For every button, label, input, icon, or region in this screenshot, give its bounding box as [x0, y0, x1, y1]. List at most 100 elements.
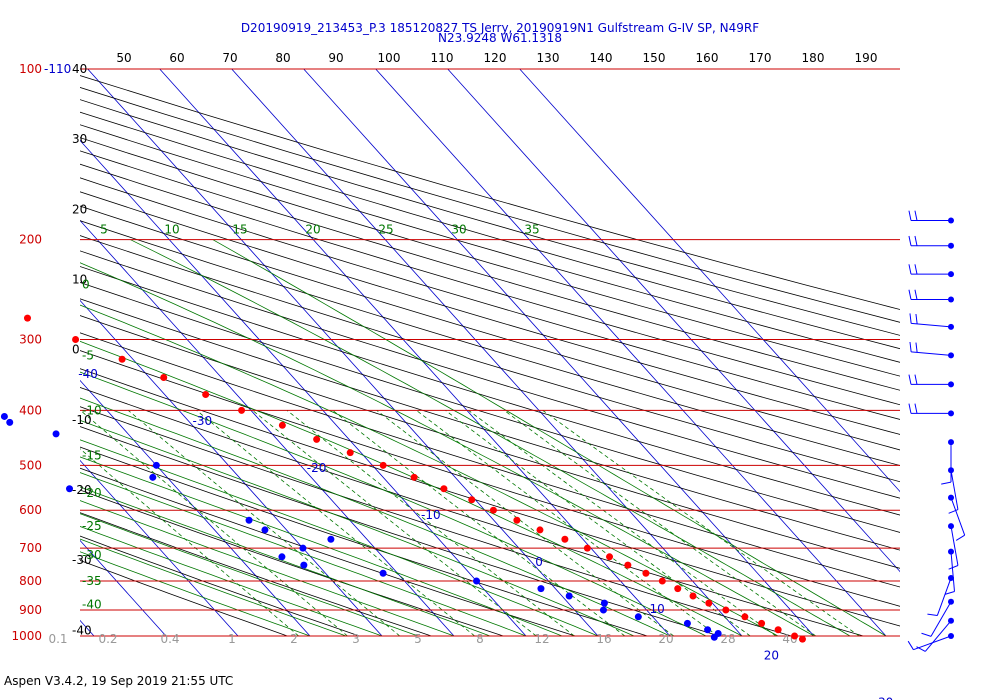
- isotherm-line: [80, 539, 167, 636]
- dewpoint-point: [245, 516, 253, 524]
- moist-left-label: -15: [82, 448, 102, 462]
- temperature-point: [561, 535, 569, 543]
- dewpoint-point: [473, 577, 481, 585]
- wind-barb-flag: [948, 565, 959, 570]
- dry-adiabat-line: [80, 489, 504, 636]
- dewpoint-point: [710, 633, 718, 641]
- wind-barb-flag: [908, 374, 912, 385]
- isotherm-line: [80, 379, 311, 636]
- dewpoint-point: [278, 553, 286, 561]
- dry-adiabat-line: [80, 163, 900, 406]
- isotherm-label: -30: [193, 414, 213, 428]
- wind-barb-flag: [908, 264, 912, 275]
- left-temp-label: 20: [72, 202, 87, 216]
- mixing-ratio-line: [445, 410, 751, 636]
- left-temp-label: 10: [72, 272, 87, 286]
- left-temp-label: -30: [72, 553, 92, 567]
- dry-adiabat-line: [80, 446, 648, 636]
- left-temp-label: -40: [72, 623, 92, 637]
- pressure-tick-label: 900: [19, 603, 42, 617]
- dry-adiabat-line: [80, 406, 792, 636]
- mixing-ratio-label: 8: [476, 632, 484, 646]
- dry-adiabat-line: [80, 315, 900, 569]
- theta-scale-label: 150: [643, 51, 666, 65]
- temperature-point: [160, 373, 168, 381]
- dewpoint-point: [537, 585, 545, 593]
- moist-label: 20: [305, 223, 320, 237]
- temperature-point: [468, 496, 476, 504]
- temperature-point: [741, 613, 749, 621]
- dewpoint-point: [704, 626, 712, 634]
- isotherm-label: 20: [764, 649, 779, 663]
- wind-barb-staff: [930, 601, 952, 637]
- temperature-point: [798, 635, 806, 643]
- temperature-point: [689, 592, 697, 600]
- wind-barb-flag: [908, 403, 912, 414]
- wind-barb-flag: [927, 613, 938, 617]
- wind-barb-flag: [914, 210, 918, 221]
- pressure-tick-label: 100: [19, 62, 42, 76]
- mixing-ratio-label: 16: [596, 632, 611, 646]
- mixing-ratio-label: 20: [658, 632, 673, 646]
- dry-adiabat-line: [80, 250, 900, 499]
- temperature-point: [23, 314, 31, 322]
- wind-barb-staff: [911, 322, 952, 328]
- isotherm-line: [80, 299, 383, 636]
- moist-label: 10: [164, 223, 179, 237]
- temperature-point: [440, 485, 448, 493]
- dry-adiabat-line: [80, 559, 288, 636]
- isotherm-label: 0: [535, 555, 543, 569]
- dry-adiabat-line: [80, 535, 360, 636]
- wind-barb-flag: [909, 313, 912, 324]
- dry-adiabat-line: [80, 99, 900, 336]
- temperature-point: [658, 577, 666, 585]
- dewpoint-point: [299, 544, 307, 552]
- isotherm-line: [87, 69, 599, 636]
- wind-barb-flag: [909, 341, 912, 352]
- pressure-tick-label: 500: [19, 458, 42, 472]
- dry-adiabat-line: [80, 137, 900, 377]
- moist-left-label: -5: [82, 348, 94, 362]
- dewpoint-point: [6, 418, 14, 426]
- theta-scale-label: 110: [431, 51, 454, 65]
- moist-left-label: -20: [82, 486, 102, 500]
- temperature-point: [722, 606, 730, 614]
- dry-adiabat-line: [80, 350, 900, 607]
- temperature-point: [624, 561, 632, 569]
- wind-barb-flag: [921, 632, 932, 637]
- theta-scale-label: 60: [169, 51, 184, 65]
- moist-adiabat-line: [80, 486, 491, 636]
- isotherm-line: [159, 69, 671, 636]
- moist-left-label: -30: [82, 548, 102, 562]
- dewpoint-point: [149, 473, 157, 481]
- wind-barb-staff: [913, 635, 952, 651]
- wind-barb-flag: [914, 403, 918, 414]
- pressure-tick-label: 1000: [11, 629, 42, 643]
- isotherm-line: [80, 219, 455, 636]
- theta-scale-label: 130: [537, 51, 560, 65]
- dry-adiabat-line: [80, 177, 900, 420]
- moist-adiabat-line: [80, 551, 311, 636]
- left-temp-label: -20: [72, 483, 92, 497]
- isotherm-line: [447, 69, 900, 573]
- temperature-point: [238, 406, 246, 414]
- dry-adiabat-line: [80, 386, 864, 636]
- theta-scale-label: 90: [328, 51, 343, 65]
- temperature-point: [642, 569, 650, 577]
- dewpoint-point: [66, 485, 74, 493]
- pressure-secondary-label: -110: [44, 62, 71, 76]
- moist-adiabat-line: [80, 538, 347, 636]
- dry-adiabat-line: [80, 205, 900, 451]
- temperature-point: [202, 390, 210, 398]
- isotherm-line: [80, 139, 527, 636]
- moist-left-label: -25: [82, 519, 102, 533]
- wind-barb-flag: [914, 264, 918, 275]
- dewpoint-point: [261, 526, 269, 534]
- left-temp-label: 0: [72, 343, 80, 357]
- temperature-point: [758, 619, 766, 627]
- isotherm-line: [303, 69, 815, 636]
- dewpoint-point: [327, 535, 335, 543]
- dry-adiabat-line: [80, 235, 900, 483]
- temperature-point: [536, 526, 544, 534]
